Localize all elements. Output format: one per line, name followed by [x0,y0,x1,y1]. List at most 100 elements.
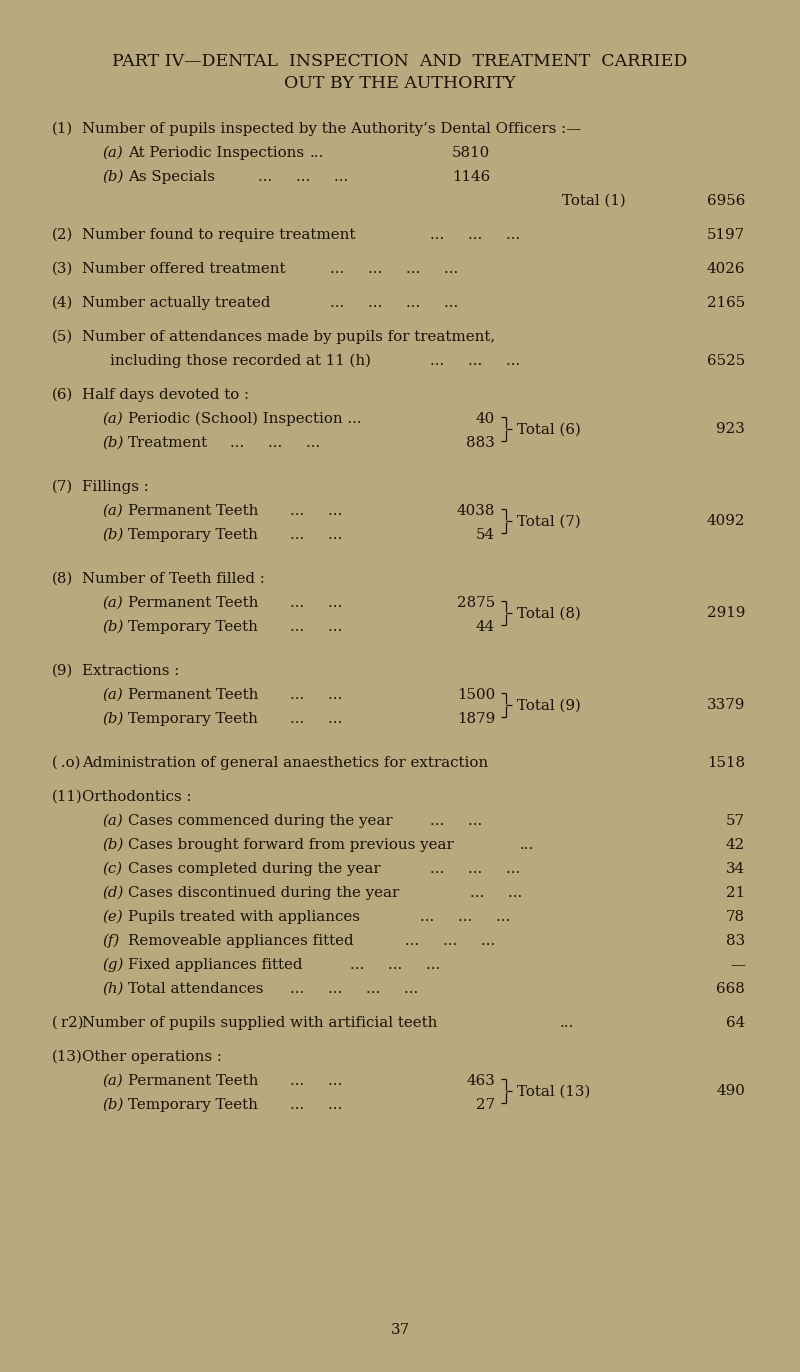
Text: 54: 54 [476,528,495,542]
Text: ...     ...     ...     ...: ... ... ... ... [290,982,418,996]
Text: 668: 668 [716,982,745,996]
Text: ...     ...: ... ... [290,1074,342,1088]
Text: ...     ...     ...: ... ... ... [430,862,520,875]
Text: (2): (2) [52,228,74,241]
Text: 883: 883 [466,436,495,450]
Text: Permanent Teeth: Permanent Teeth [128,1074,258,1088]
Text: Total (1): Total (1) [562,193,626,209]
Text: ...     ...: ... ... [290,595,342,611]
Text: Number of attendances made by pupils for treatment,: Number of attendances made by pupils for… [82,331,495,344]
Text: Number found to require treatment: Number found to require treatment [82,228,355,241]
Text: (a): (a) [102,814,122,827]
Text: (13): (13) [52,1050,82,1065]
Text: (b): (b) [102,838,123,852]
Text: ...     ...     ...: ... ... ... [430,354,520,368]
Text: (7): (7) [52,480,73,494]
Text: 1518: 1518 [707,756,745,770]
Text: (a): (a) [102,145,122,161]
Text: Extractions :: Extractions : [82,664,179,678]
Text: 490: 490 [716,1084,745,1099]
Text: 42: 42 [726,838,745,852]
Text: (9): (9) [52,664,74,678]
Text: Temporary Teeth: Temporary Teeth [128,620,258,634]
Text: Fillings :: Fillings : [82,480,149,494]
Text: ...     ...: ... ... [290,1098,342,1111]
Text: (5): (5) [52,331,73,344]
Text: 83: 83 [726,934,745,948]
Text: ...     ...: ... ... [290,687,342,702]
Text: Number of pupils supplied with artificial teeth: Number of pupils supplied with artificia… [82,1017,438,1030]
Text: ...     ...: ... ... [470,886,522,900]
Text: 6525: 6525 [706,354,745,368]
Text: 1500: 1500 [457,687,495,702]
Text: ...     ...     ...: ... ... ... [350,958,440,971]
Text: 5810: 5810 [452,145,490,161]
Text: Total (13): Total (13) [517,1084,590,1099]
Text: ...     ...     ...: ... ... ... [420,910,510,923]
Text: Total (6): Total (6) [517,423,581,436]
Text: 34: 34 [726,862,745,875]
Text: 57: 57 [726,814,745,827]
Text: Cases discontinued during the year: Cases discontinued during the year [128,886,399,900]
Text: (b): (b) [102,528,123,542]
Text: (3): (3) [52,262,74,276]
Text: (e): (e) [102,910,122,923]
Text: Periodic (School) Inspection ...: Periodic (School) Inspection ... [128,412,362,427]
Text: Fixed appliances fitted: Fixed appliances fitted [128,958,302,971]
Text: Treatment: Treatment [128,436,208,450]
Text: Removeable appliances fitted: Removeable appliances fitted [128,934,354,948]
Text: 4026: 4026 [706,262,745,276]
Text: (c): (c) [102,862,122,875]
Text: (a): (a) [102,1074,122,1088]
Text: 64: 64 [726,1017,745,1030]
Text: 2165: 2165 [706,296,745,310]
Text: (f): (f) [102,934,119,948]
Text: ...     ...: ... ... [290,528,342,542]
Text: Number of pupils inspected by the Authority’s Dental Officers :—: Number of pupils inspected by the Author… [82,122,581,136]
Text: ...     ...     ...: ... ... ... [430,228,520,241]
Text: (b): (b) [102,1098,123,1111]
Text: Number actually treated: Number actually treated [82,296,270,310]
Text: (a): (a) [102,504,122,519]
Text: Other operations :: Other operations : [82,1050,222,1065]
Text: (11): (11) [52,790,82,804]
Text: (a): (a) [102,687,122,702]
Text: (8): (8) [52,572,74,586]
Text: At Periodic Inspections: At Periodic Inspections [128,145,304,161]
Text: 78: 78 [726,910,745,923]
Text: Permanent Teeth: Permanent Teeth [128,687,258,702]
Text: 2875: 2875 [457,595,495,611]
Text: Number of Teeth filled :: Number of Teeth filled : [82,572,265,586]
Text: PART IV—DENTAL  INSPECTION  AND  TREATMENT  CARRIED: PART IV—DENTAL INSPECTION AND TREATMENT … [112,54,688,70]
Text: ...: ... [310,145,324,161]
Text: ( r2): ( r2) [52,1017,83,1030]
Text: ...     ...: ... ... [290,712,342,726]
Text: ...     ...     ...: ... ... ... [230,436,320,450]
Text: 40: 40 [476,412,495,425]
Text: (b): (b) [102,620,123,634]
Text: (b): (b) [102,170,123,184]
Text: ...     ...: ... ... [430,814,482,827]
Text: OUT BY THE AUTHORITY: OUT BY THE AUTHORITY [284,75,516,92]
Text: —: — [730,958,745,971]
Text: 21: 21 [726,886,745,900]
Text: (6): (6) [52,388,74,402]
Text: 4038: 4038 [457,504,495,519]
Text: 3379: 3379 [706,698,745,712]
Text: (d): (d) [102,886,123,900]
Text: ( .o): ( .o) [52,756,80,770]
Text: 37: 37 [390,1323,410,1336]
Text: (4): (4) [52,296,74,310]
Text: Total (9): Total (9) [517,698,581,712]
Text: ...     ...     ...     ...: ... ... ... ... [330,296,458,310]
Text: Temporary Teeth: Temporary Teeth [128,712,258,726]
Text: 6956: 6956 [706,193,745,209]
Text: Orthodontics :: Orthodontics : [82,790,191,804]
Text: 1146: 1146 [452,170,490,184]
Text: Administration of general anaesthetics for extraction: Administration of general anaesthetics f… [82,756,488,770]
Text: Temporary Teeth: Temporary Teeth [128,1098,258,1111]
Text: Half days devoted to :: Half days devoted to : [82,388,249,402]
Text: 27: 27 [476,1098,495,1111]
Text: 4092: 4092 [706,514,745,528]
Text: ...     ...     ...: ... ... ... [258,170,348,184]
